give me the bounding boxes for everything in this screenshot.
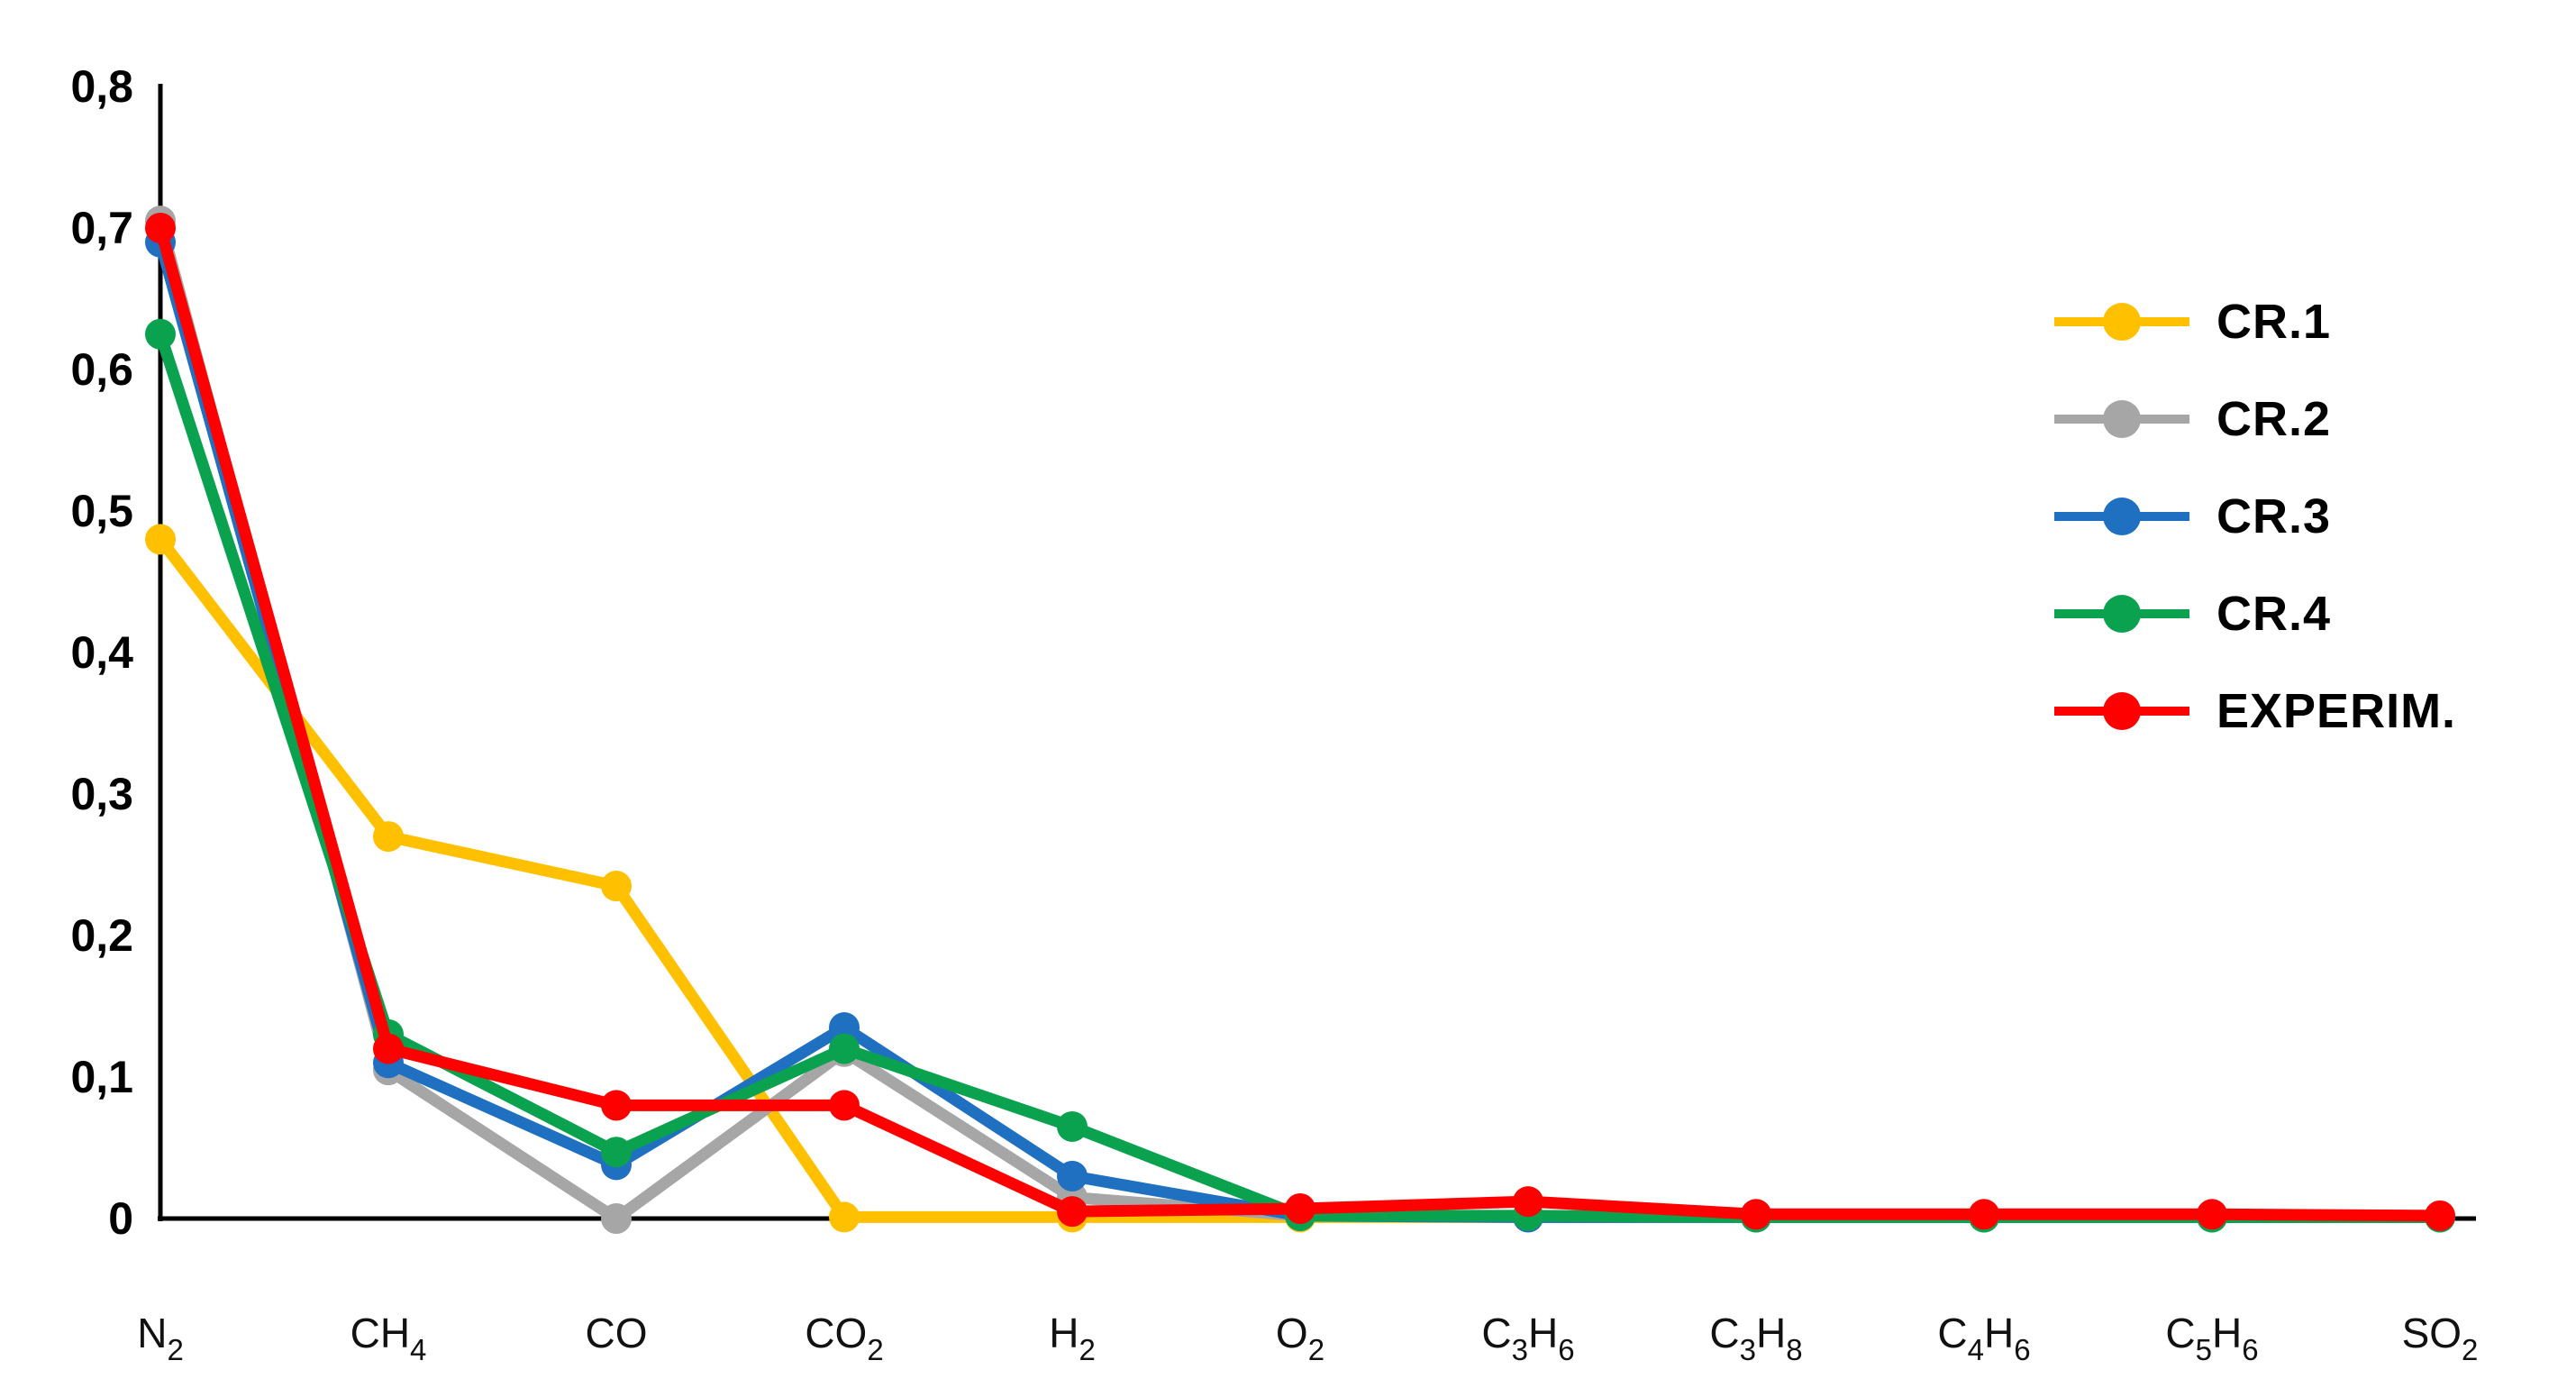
x-tick-label: C5H6: [2165, 1310, 2258, 1366]
x-tick-label: SO2: [2402, 1310, 2479, 1366]
x-tick-label: CH4: [350, 1310, 427, 1366]
x-tick-label: H2: [1049, 1310, 1096, 1366]
data-point-experim-n2: [145, 213, 176, 243]
data-point-experim-c3h8: [1741, 1199, 1771, 1230]
data-point-cr1-n2: [145, 524, 176, 555]
legend-marker-icon: [2054, 399, 2189, 439]
legend-item-cr3: CR.3: [2054, 468, 2456, 565]
x-tick-label: CO: [585, 1310, 647, 1356]
data-point-cr3-h2: [1057, 1160, 1088, 1192]
legend-label: CR.4: [2216, 587, 2332, 641]
data-point-experim-co2: [829, 1090, 860, 1121]
y-tick-label: 0,1: [70, 1052, 133, 1102]
legend-item-cr4: CR.4: [2054, 565, 2456, 662]
x-tick-label: C4H6: [1937, 1310, 2030, 1366]
chart-legend: CR.1 CR.2 CR.3 CR.4 EXPERIM.: [2054, 273, 2456, 760]
legend-marker-icon: [2054, 594, 2189, 634]
data-point-cr4-n2: [145, 318, 176, 350]
legend-label: CR.3: [2216, 489, 2332, 543]
data-point-cr4-co2: [829, 1033, 860, 1064]
y-tick-label: 0,7: [70, 203, 133, 253]
y-tick-label: 0,5: [70, 486, 133, 536]
legend-item-cr2: CR.2: [2054, 370, 2456, 468]
data-point-cr4-h2: [1057, 1110, 1088, 1142]
legend-label: CR.2: [2216, 392, 2332, 446]
data-point-experim-h2: [1057, 1196, 1088, 1228]
data-point-cr4-co: [601, 1137, 632, 1168]
data-point-cr1-co: [601, 871, 632, 902]
data-point-cr1-co2: [829, 1201, 860, 1233]
legend-item-experim: EXPERIM.: [2054, 662, 2456, 760]
data-point-experim-c3h6: [1513, 1186, 1543, 1218]
data-point-experim-c4h6: [1969, 1199, 1999, 1230]
x-tick-label: C3H8: [1709, 1310, 1802, 1366]
legend-item-cr1: CR.1: [2054, 273, 2456, 370]
y-tick-label: 0,4: [70, 627, 133, 678]
legend-marker-icon: [2054, 497, 2189, 536]
y-tick-label: 0,6: [70, 344, 133, 395]
x-tick-label: O2: [1276, 1310, 1324, 1366]
legend-label: CR.1: [2216, 295, 2332, 349]
x-tick-label: C3H6: [1481, 1310, 1574, 1366]
data-point-cr1-ch4: [373, 821, 404, 853]
legend-label: EXPERIM.: [2216, 684, 2457, 738]
legend-marker-icon: [2054, 691, 2189, 731]
data-point-cr2-co: [601, 1203, 632, 1234]
x-tick-label: CO2: [805, 1310, 883, 1366]
data-point-experim-so2: [2425, 1200, 2455, 1231]
y-tick-label: 0: [108, 1193, 133, 1244]
y-tick-label: 0,2: [70, 910, 133, 961]
y-tick-label: 0,3: [70, 769, 133, 819]
data-point-experim-c5h6: [2197, 1199, 2227, 1230]
data-point-experim-ch4: [373, 1033, 404, 1064]
data-point-experim-co: [601, 1090, 632, 1121]
data-point-experim-o2: [1285, 1193, 1315, 1225]
legend-marker-icon: [2054, 302, 2189, 342]
y-tick-label: 0,8: [70, 61, 133, 112]
data-point-cr3-co2: [829, 1012, 860, 1044]
x-tick-label: N2: [137, 1310, 184, 1366]
